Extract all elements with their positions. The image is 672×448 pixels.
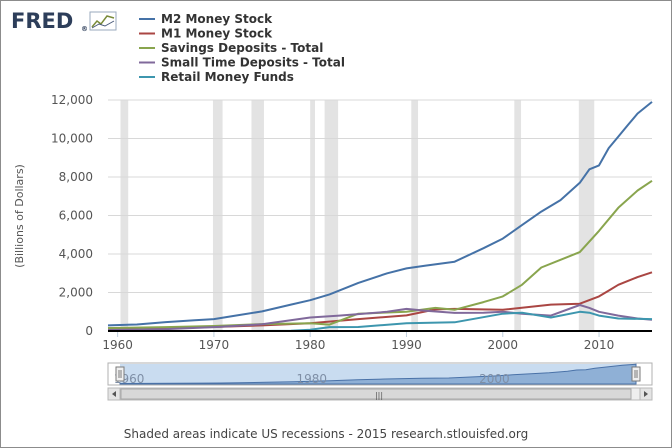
x-tick-label: 1990 (391, 338, 422, 352)
scrollbar-grip: ||| (375, 391, 383, 400)
registered-mark: ® (81, 25, 88, 33)
navigator-left-handle[interactable] (115, 366, 125, 382)
scrollbar[interactable]: ||| (107, 387, 653, 401)
y-axis-ticks: 0 2,000 4,000 6,000 8,000 10,000 12,000 (51, 93, 93, 338)
fred-logo-icon (89, 11, 117, 31)
y-tick-label: 10,000 (51, 132, 93, 146)
navigator-right-handle[interactable] (631, 366, 641, 382)
navigator-year-label: 2000 (479, 372, 510, 386)
recession-footnote: Shaded areas indicate US recessions - 20… (123, 427, 529, 441)
navigator-area (119, 363, 637, 385)
x-tick-label: 1970 (199, 338, 230, 352)
y-tick-label: 4,000 (59, 247, 93, 261)
series-line-1 (107, 101, 653, 327)
legend-label: Retail Money Funds (161, 70, 294, 84)
scroll-right-button[interactable] (639, 387, 653, 401)
legend-label: Small Time Deposits - Total (161, 56, 345, 70)
fred-logo: FRED (11, 9, 73, 33)
series-lines (107, 101, 653, 332)
y-tick-label: 8,000 (59, 170, 93, 184)
x-tick-label: 1980 (295, 338, 326, 352)
y-axis-label: (Billions of Dollars) (13, 164, 26, 268)
scrollbar-thumb[interactable] (120, 388, 632, 400)
navigator-year-label: 1980 (297, 372, 328, 386)
x-axis-ticks: 1960 1970 1980 1990 2000 2010 (102, 331, 614, 352)
y-tick-label: 2,000 (59, 286, 93, 300)
scroll-left-button[interactable] (107, 387, 121, 401)
y-tick-label: 6,000 (59, 209, 93, 223)
arrow-left-icon (112, 391, 116, 397)
y-tick-label: 12,000 (51, 93, 93, 107)
y-tick-label: 0 (85, 324, 93, 338)
x-tick-label: 1960 (102, 338, 133, 352)
x-tick-label: 2010 (584, 338, 615, 352)
arrow-right-icon (644, 391, 648, 397)
legend-label: M1 Money Stock (161, 27, 273, 41)
series-line-4 (107, 304, 653, 331)
legend-label: M2 Money Stock (161, 12, 273, 26)
x-tick-label: 2000 (487, 338, 518, 352)
legend-label: Savings Deposits - Total (161, 41, 323, 55)
navigator[interactable]: 1960 1980 2000 (107, 362, 653, 386)
grid-lines (108, 99, 652, 293)
